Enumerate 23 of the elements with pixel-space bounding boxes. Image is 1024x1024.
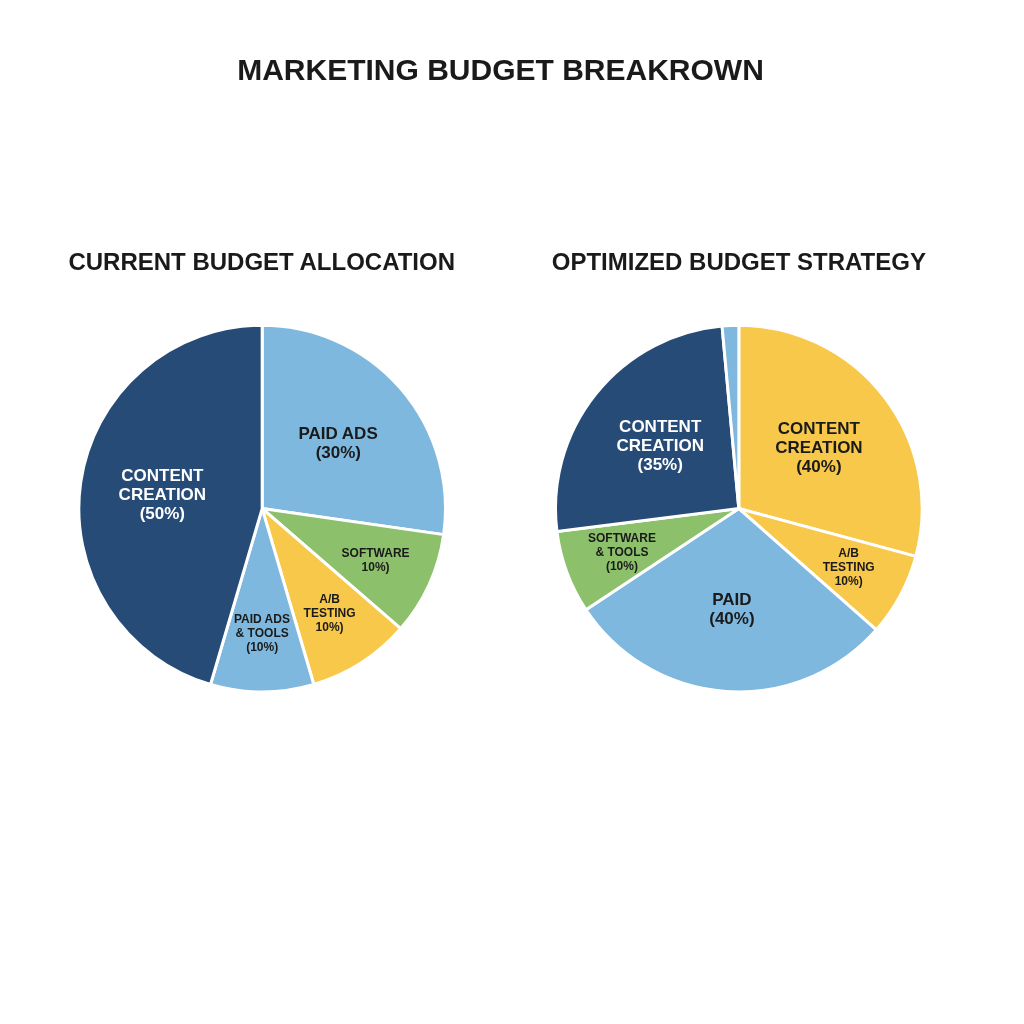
data-label: (40%)	[796, 456, 842, 476]
slice-label: PAID	[712, 589, 752, 609]
slice-label: A/B TESTING	[822, 546, 875, 575]
slice-label: A/B TESTING	[303, 592, 356, 621]
chart-subtitle: CURRENT BUDGET ALLOCATION	[68, 248, 456, 276]
data-label: (10%)	[246, 639, 279, 654]
data-label: (30%)	[315, 442, 362, 462]
data-label: 10%)	[834, 574, 863, 589]
slice-label: PAID ADS & TOOLS	[233, 611, 290, 640]
data-label: (40%)	[709, 608, 755, 628]
slice-label: SOFTWARE & TOOLS	[587, 530, 656, 559]
slice-label: CONTENT CREATION	[616, 417, 704, 456]
slice-label: CONTENT CREATION	[118, 465, 207, 504]
chart-subtitle: OPTIMIZED BUDGET STRATEGY	[551, 248, 926, 276]
data-label: 10%)	[361, 560, 390, 575]
slice-label: SOFTWARE	[341, 546, 410, 561]
data-label: 10%)	[315, 620, 344, 635]
slice-label: CONTENT CREATION	[775, 418, 863, 457]
data-label: (35%)	[637, 455, 683, 475]
slice-label: PAID ADS	[298, 423, 378, 443]
chart-title: MARKETING BUDGET BREAKROWN	[237, 53, 764, 87]
data-label: (50%)	[139, 503, 186, 523]
data-label: (10%)	[605, 558, 638, 573]
